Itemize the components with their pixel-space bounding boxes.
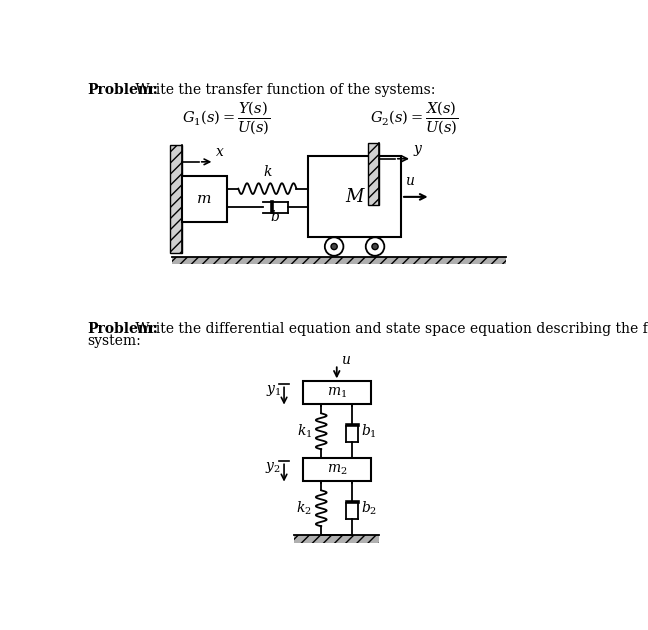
Text: m: m xyxy=(197,192,211,206)
Text: u: u xyxy=(341,353,349,367)
Text: $k_2$: $k_2$ xyxy=(296,500,312,517)
Circle shape xyxy=(372,243,378,249)
Text: Problem:: Problem: xyxy=(87,322,158,336)
Text: $b_2$: $b_2$ xyxy=(361,500,377,517)
Bar xyxy=(308,156,401,238)
Bar xyxy=(170,145,181,253)
Text: $y_2$: $y_2$ xyxy=(266,460,281,475)
Circle shape xyxy=(331,243,337,249)
Text: b: b xyxy=(271,210,279,224)
Text: system:: system: xyxy=(87,335,141,348)
Text: Problem:: Problem: xyxy=(87,83,158,97)
Bar xyxy=(172,256,505,264)
Text: $m_2$: $m_2$ xyxy=(327,462,347,477)
Circle shape xyxy=(365,238,384,256)
Text: $y_1$: $y_1$ xyxy=(266,383,281,398)
Text: Write the differential equation and state space equation describing the followin: Write the differential equation and stat… xyxy=(131,322,648,336)
Text: Write the transfer function of the systems:: Write the transfer function of the syste… xyxy=(131,83,435,97)
Bar xyxy=(181,176,227,222)
Text: $G_2(s)=\dfrac{X(s)}{U(s)}$: $G_2(s)=\dfrac{X(s)}{U(s)}$ xyxy=(370,100,459,137)
Text: k: k xyxy=(263,165,272,180)
Text: $k_1$: $k_1$ xyxy=(297,423,312,440)
Text: $G_1(s)=\dfrac{Y(s)}{U(s)}$: $G_1(s)=\dfrac{Y(s)}{U(s)}$ xyxy=(183,100,271,137)
Circle shape xyxy=(325,238,343,256)
Bar xyxy=(368,144,379,205)
Text: M: M xyxy=(345,188,364,206)
Text: y: y xyxy=(413,142,421,156)
Text: $b_1$: $b_1$ xyxy=(362,423,377,440)
Text: x: x xyxy=(216,145,224,159)
Bar xyxy=(294,536,379,543)
Text: u: u xyxy=(405,173,414,188)
Bar xyxy=(303,458,371,481)
Text: $m_1$: $m_1$ xyxy=(327,386,347,400)
Bar xyxy=(303,381,371,404)
